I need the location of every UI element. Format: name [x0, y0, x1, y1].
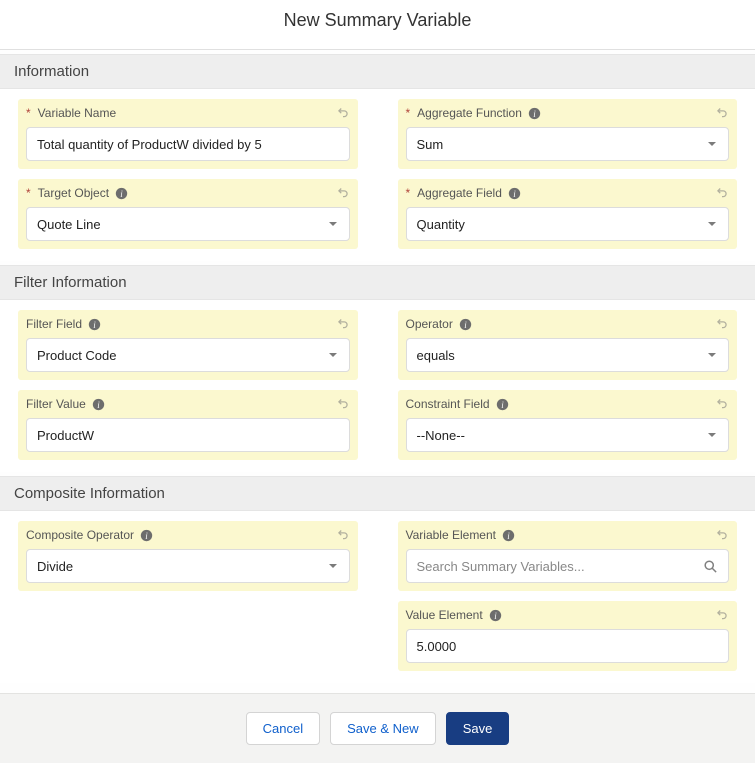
select-aggregate-function[interactable]: Sum: [406, 127, 730, 161]
undo-icon[interactable]: [715, 105, 729, 119]
select-target-object[interactable]: Quote Line: [26, 207, 350, 241]
field-aggregate-field: * Aggregate Field i Quantity: [398, 179, 738, 249]
undo-icon[interactable]: [336, 185, 350, 199]
info-icon[interactable]: i: [496, 398, 509, 411]
input-variable-name[interactable]: Total quantity of ProductW divided by 5: [26, 127, 350, 161]
field-constraint-field: Constraint Field i --None--: [398, 390, 738, 460]
undo-icon[interactable]: [336, 527, 350, 541]
chevron-down-icon: [327, 218, 339, 230]
input-value-element[interactable]: 5.0000: [406, 629, 730, 663]
required-marker: *: [26, 106, 31, 120]
chevron-down-icon: [327, 560, 339, 572]
divider: [0, 49, 755, 50]
undo-icon[interactable]: [715, 607, 729, 621]
undo-icon[interactable]: [715, 527, 729, 541]
label-variable-element: Variable Element: [406, 528, 497, 542]
select-constraint-field[interactable]: --None--: [406, 418, 730, 452]
section-body-information: * Variable Name Total quantity of Produc…: [0, 89, 755, 261]
field-variable-name: * Variable Name Total quantity of Produc…: [18, 99, 358, 169]
chevron-down-icon: [706, 349, 718, 361]
undo-icon[interactable]: [715, 396, 729, 410]
label-constraint-field: Constraint Field: [406, 397, 490, 411]
undo-icon[interactable]: [336, 316, 350, 330]
info-icon[interactable]: i: [459, 318, 472, 331]
required-marker: *: [406, 186, 411, 200]
chevron-down-icon: [706, 429, 718, 441]
section-header-composite: Composite Information: [0, 476, 755, 511]
info-icon[interactable]: i: [88, 318, 101, 331]
chevron-down-icon: [706, 138, 718, 150]
undo-icon[interactable]: [715, 316, 729, 330]
info-icon[interactable]: i: [502, 529, 515, 542]
chevron-down-icon: [327, 349, 339, 361]
select-operator[interactable]: equals: [406, 338, 730, 372]
section-body-filter: Filter Field i Product Code Filter Value: [0, 300, 755, 472]
save-and-new-button[interactable]: Save & New: [330, 712, 436, 745]
footer: Cancel Save & New Save: [0, 693, 755, 763]
search-input[interactable]: [417, 559, 719, 574]
chevron-down-icon: [706, 218, 718, 230]
label-filter-value: Filter Value: [26, 397, 86, 411]
section-header-information: Information: [0, 54, 755, 89]
select-aggregate-field[interactable]: Quantity: [406, 207, 730, 241]
section-header-filter: Filter Information: [0, 265, 755, 300]
undo-icon[interactable]: [336, 105, 350, 119]
label-operator: Operator: [406, 317, 453, 331]
label-variable-name: Variable Name: [38, 106, 116, 120]
select-composite-operator[interactable]: Divide: [26, 549, 350, 583]
search-icon: [703, 559, 718, 574]
field-variable-element: Variable Element i: [398, 521, 738, 591]
undo-icon[interactable]: [715, 185, 729, 199]
label-target-object: Target Object: [38, 186, 109, 200]
cancel-button[interactable]: Cancel: [246, 712, 320, 745]
field-operator: Operator i equals: [398, 310, 738, 380]
save-button[interactable]: Save: [446, 712, 510, 745]
field-value-element: Value Element i 5.0000: [398, 601, 738, 671]
info-icon[interactable]: i: [528, 107, 541, 120]
field-filter-value: Filter Value i ProductW: [18, 390, 358, 460]
info-icon[interactable]: i: [508, 187, 521, 200]
info-icon[interactable]: i: [92, 398, 105, 411]
search-variable-element[interactable]: [406, 549, 730, 583]
info-icon[interactable]: i: [140, 529, 153, 542]
field-composite-operator: Composite Operator i Divide: [18, 521, 358, 591]
field-filter-field: Filter Field i Product Code: [18, 310, 358, 380]
input-filter-value[interactable]: ProductW: [26, 418, 350, 452]
required-marker: *: [406, 106, 411, 120]
label-aggregate-function: Aggregate Function: [417, 106, 522, 120]
page-title: New Summary Variable: [0, 0, 755, 49]
label-filter-field: Filter Field: [26, 317, 82, 331]
field-target-object: * Target Object i Quote Line: [18, 179, 358, 249]
label-composite-operator: Composite Operator: [26, 528, 134, 542]
label-aggregate-field: Aggregate Field: [417, 186, 502, 200]
section-body-composite: Composite Operator i Divide Variable Ele…: [0, 511, 755, 683]
field-aggregate-function: * Aggregate Function i Sum: [398, 99, 738, 169]
undo-icon[interactable]: [336, 396, 350, 410]
info-icon[interactable]: i: [115, 187, 128, 200]
select-filter-field[interactable]: Product Code: [26, 338, 350, 372]
required-marker: *: [26, 186, 31, 200]
